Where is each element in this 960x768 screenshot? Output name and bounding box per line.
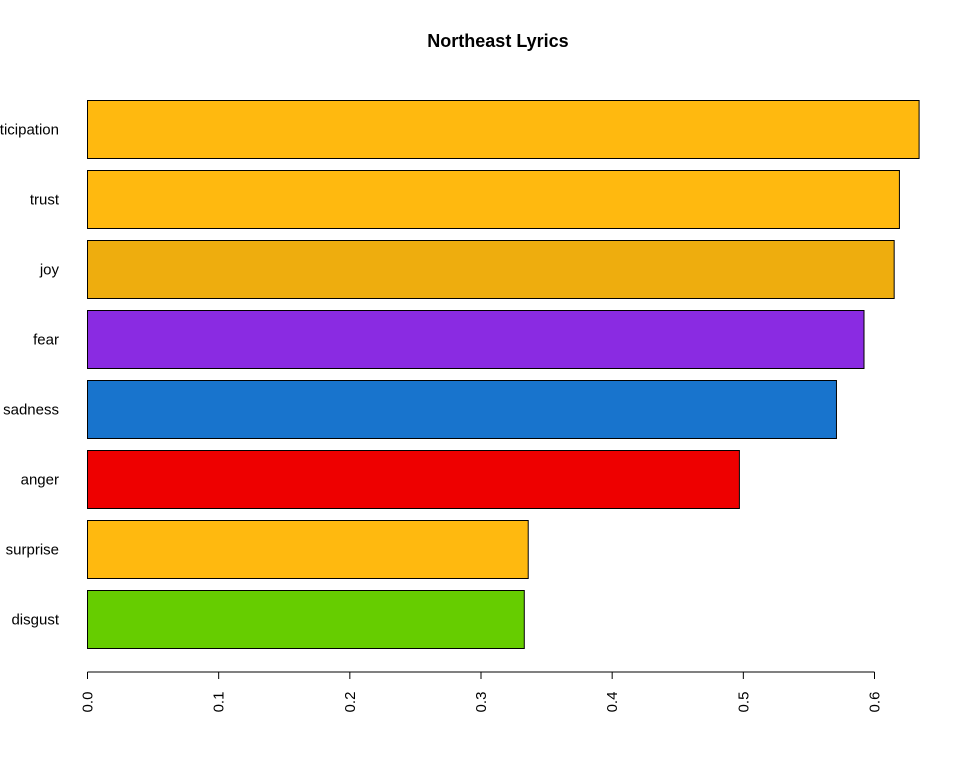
- bar-joy: [87, 240, 895, 299]
- x-tick-label-5: 0.5: [735, 692, 752, 713]
- category-label-trust: trust: [30, 192, 60, 209]
- category-label-surprise: surprise: [6, 542, 59, 559]
- x-tick-label-2: 0.2: [342, 692, 359, 713]
- bar-fear: [87, 310, 865, 369]
- bar-surprise: [87, 520, 529, 579]
- category-label-anticipation: anticipation: [0, 122, 59, 139]
- category-label-sadness: sadness: [3, 402, 59, 419]
- bar-disgust: [87, 590, 525, 649]
- bar-sadness: [87, 380, 837, 439]
- x-tick-label-6: 0.6: [867, 692, 884, 713]
- bars-group: [87, 100, 920, 649]
- category-labels-group: anticipation trust joy fear sadness anger surp…: [0, 122, 60, 629]
- bar-anger: [87, 450, 740, 509]
- x-tick-label-3: 0.3: [473, 692, 490, 713]
- x-tick-label-1: 0.1: [211, 692, 228, 713]
- bar-trust: [87, 170, 900, 229]
- category-label-joy: joy: [39, 262, 60, 279]
- category-label-disgust: disgust: [11, 612, 59, 629]
- x-tick-label-0: 0.0: [80, 692, 97, 713]
- x-axis: 0.0 0.1 0.2 0.3 0.4 0.5 0.6: [80, 671, 884, 713]
- category-label-anger: anger: [21, 472, 59, 489]
- x-tick-label-4: 0.4: [604, 692, 621, 713]
- chart-title: Northeast Lyrics: [427, 31, 568, 51]
- bar-anticipation: [87, 100, 920, 159]
- category-label-fear: fear: [33, 332, 59, 349]
